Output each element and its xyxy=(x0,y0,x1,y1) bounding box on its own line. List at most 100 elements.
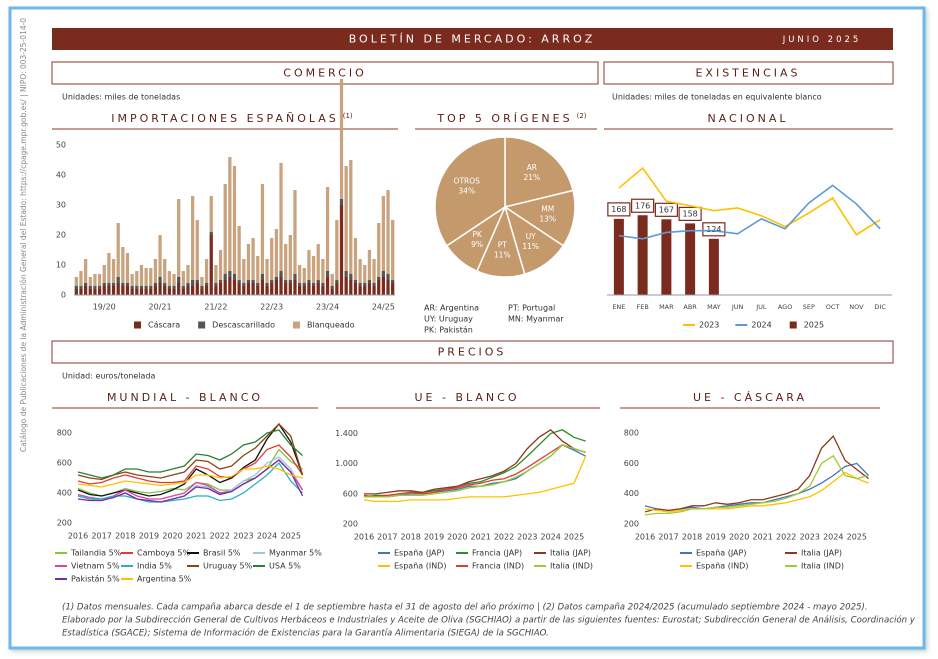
legend-label: 2025 xyxy=(804,321,824,330)
y-tick-label: 30 xyxy=(56,201,66,210)
bar-segment xyxy=(163,259,167,283)
bar-segment xyxy=(307,250,311,280)
y-tick-label: 200 xyxy=(343,520,358,529)
bar-segment xyxy=(246,283,251,295)
bar-segment xyxy=(163,286,167,295)
y-tick-label: 0 xyxy=(61,291,66,300)
data-label: 124 xyxy=(706,225,721,234)
pie-slice xyxy=(434,136,506,247)
x-tick-label: 2023 xyxy=(517,533,537,542)
bar-segment xyxy=(232,274,237,280)
data-label-box xyxy=(631,198,655,213)
bar-segment xyxy=(153,259,158,283)
bar-segment xyxy=(195,220,199,280)
legend-label: Italia (IND) xyxy=(550,562,593,571)
bar-segment xyxy=(232,166,237,274)
slice-value: 34% xyxy=(458,187,475,196)
sidebar-text: Catálogo de Publicaciones de la Administ… xyxy=(19,18,28,452)
bar-segment xyxy=(135,271,139,286)
line xyxy=(644,454,869,516)
slice-value: 11% xyxy=(494,250,511,259)
bar-segment xyxy=(223,280,227,295)
bar-segment xyxy=(228,277,232,295)
x-tick-label: 2021 xyxy=(752,533,772,542)
bar-segment xyxy=(88,277,92,286)
bar-segment xyxy=(163,283,167,286)
bar-segment xyxy=(367,283,372,295)
bar-segment xyxy=(102,286,106,295)
legend-swatch xyxy=(293,321,301,329)
bar-segment xyxy=(97,286,102,289)
data-label: 176 xyxy=(635,201,650,210)
bar-segment xyxy=(111,286,116,295)
bar-segment xyxy=(284,244,288,280)
line xyxy=(618,166,881,236)
x-tick-label: SEP xyxy=(803,303,815,311)
bar-segment xyxy=(353,280,358,283)
bar-segment xyxy=(293,280,297,295)
x-tick-label: 19/20 xyxy=(93,303,116,312)
bar-segment xyxy=(298,286,302,295)
bar-segment xyxy=(228,271,232,277)
bar-segment xyxy=(172,289,176,295)
bar-segment xyxy=(130,289,134,295)
bar-segment xyxy=(139,289,144,295)
bar-segment xyxy=(377,280,381,295)
section-title: EXISTENCIAS xyxy=(695,67,800,80)
bar-segment xyxy=(144,268,148,286)
bar-segment xyxy=(74,289,78,295)
y-tick-label: 400 xyxy=(57,489,72,498)
bar-segment xyxy=(265,283,269,286)
title-note: (2) xyxy=(577,112,587,120)
bar-segment xyxy=(153,286,158,295)
bar-segment xyxy=(386,274,390,280)
bar-segment xyxy=(279,271,283,277)
units-note: Unidad: euros/tonelada xyxy=(62,372,156,381)
bar-segment xyxy=(79,286,83,289)
bar-segment xyxy=(186,265,190,283)
bar-segment xyxy=(218,250,223,280)
bar-segment xyxy=(232,280,237,295)
bar-segment xyxy=(102,283,106,286)
x-tick-label: 2022 xyxy=(776,533,796,542)
x-tick-label: 2024 xyxy=(257,532,277,541)
bar-segment xyxy=(256,286,260,295)
bar-segment xyxy=(172,286,176,289)
bar-segment xyxy=(93,289,97,295)
x-tick-label: 2024 xyxy=(823,533,843,542)
units-note: Unidades: miles de toneladas en equivale… xyxy=(612,93,822,102)
line xyxy=(363,444,586,498)
bar-segment xyxy=(116,223,120,277)
bar-segment xyxy=(209,235,213,295)
bar-segment xyxy=(130,274,134,286)
bar-segment xyxy=(125,283,130,286)
bar-segment xyxy=(298,265,302,283)
pie-note: PK: Pakistán xyxy=(424,326,473,335)
x-tick-label: 2024 xyxy=(540,533,560,542)
bar-segment xyxy=(316,244,320,280)
x-tick-label: DIC xyxy=(874,303,886,311)
bar-segment xyxy=(353,238,358,280)
slice-value: 13% xyxy=(539,215,556,224)
x-tick-label: 2016 xyxy=(635,533,655,542)
bar-segment xyxy=(344,166,348,271)
bar-segment xyxy=(391,280,395,283)
bar-segment xyxy=(144,286,148,289)
bar-segment xyxy=(335,280,339,283)
bar-segment xyxy=(321,286,325,295)
pie-slice xyxy=(503,189,576,247)
bar-segment xyxy=(260,184,265,274)
data-label: 167 xyxy=(659,206,674,215)
bar-segment xyxy=(88,289,92,295)
data-label: 158 xyxy=(682,210,697,219)
bar-segment xyxy=(279,277,283,295)
bar-segment xyxy=(386,190,390,274)
x-tick-label: 2016 xyxy=(68,532,88,541)
y-tick-label: 600 xyxy=(624,459,639,468)
bar-segment xyxy=(358,283,362,286)
section-box xyxy=(51,61,599,85)
bar-segment xyxy=(191,280,195,286)
legend-label: Blanqueado xyxy=(307,321,355,330)
bar-segment xyxy=(107,253,111,283)
bar-segment xyxy=(209,232,213,235)
